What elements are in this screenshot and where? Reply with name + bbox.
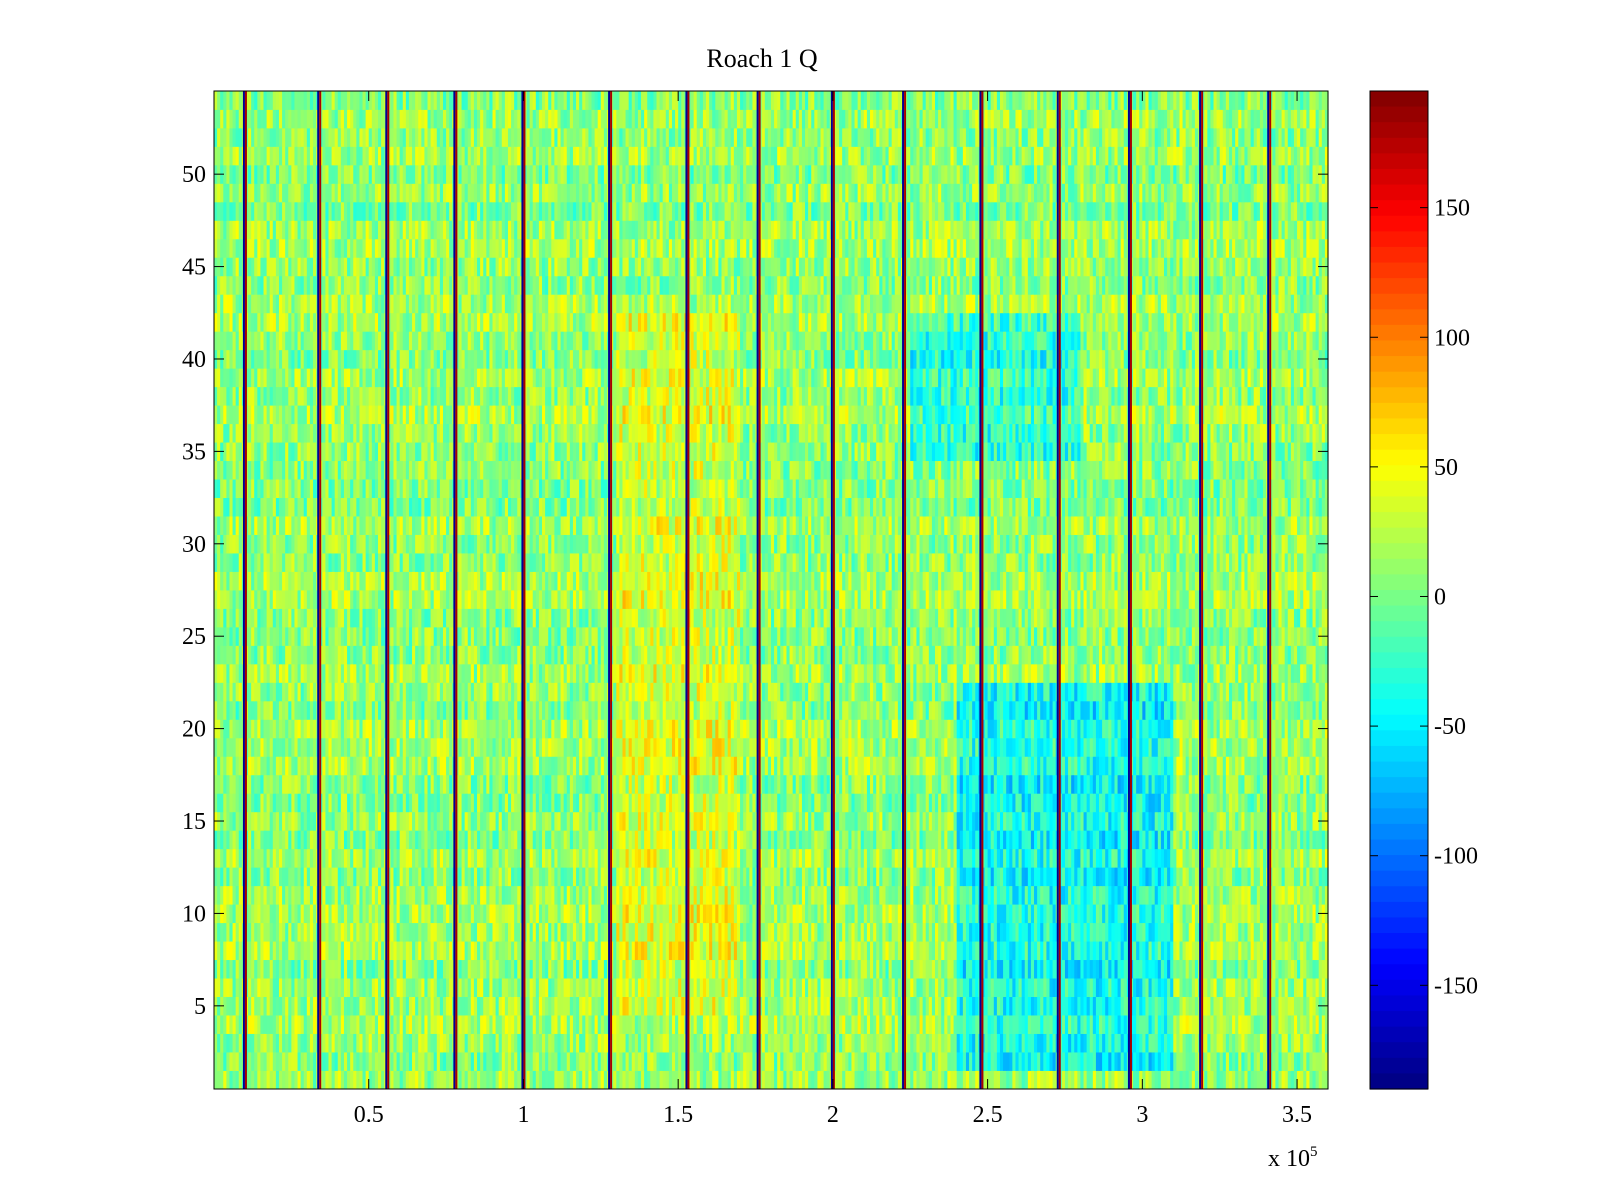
chart-title: Roach 1 Q [706,44,817,73]
heatmap-figure: Roach 1 Q 0.5 1 1.5 2 2.5 3 3.5 51015202530354… [0,0,1600,1200]
heatmap-cells [214,91,1329,1089]
